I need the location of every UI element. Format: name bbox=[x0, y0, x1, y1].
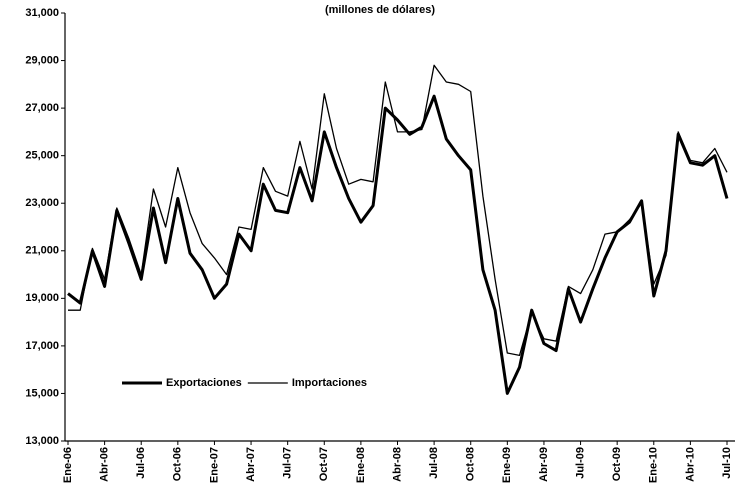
y-tick-label: 19,000 bbox=[25, 292, 59, 304]
chart-title: (millones de dólares) bbox=[325, 4, 435, 16]
x-tick-label: Oct-09 bbox=[611, 447, 623, 481]
x-tick-label: Ene-07 bbox=[208, 447, 220, 483]
x-tick-label: Jul-10 bbox=[721, 447, 733, 479]
x-tick-label: Oct-07 bbox=[318, 447, 330, 481]
x-tick-label: Abr-06 bbox=[99, 447, 111, 482]
x-tick-label: Abr-07 bbox=[245, 447, 257, 482]
y-tick-label: 29,000 bbox=[25, 54, 59, 66]
series-line bbox=[68, 64, 728, 357]
x-tick-label: Jul-09 bbox=[574, 447, 586, 479]
x-tick-label: Jul-06 bbox=[135, 447, 147, 479]
y-tick-label: 27,000 bbox=[25, 102, 59, 114]
y-tick-label: 31,000 bbox=[25, 7, 59, 19]
x-tick-label: Ene-08 bbox=[355, 447, 367, 483]
x-tick-label: Jul-08 bbox=[428, 447, 440, 479]
y-tick-label: 17,000 bbox=[25, 340, 59, 352]
y-tick-label: 23,000 bbox=[25, 197, 59, 209]
y-tick-label: 15,000 bbox=[25, 387, 59, 399]
x-tick-label: Ene-09 bbox=[501, 447, 513, 483]
series-line bbox=[67, 94, 729, 395]
x-tick-label: Jul-07 bbox=[282, 447, 294, 479]
legend-label: Importaciones bbox=[292, 377, 367, 389]
x-tick-label: Ene-06 bbox=[62, 447, 74, 483]
y-tick-label: 21,000 bbox=[25, 245, 59, 257]
x-tick-label: Oct-06 bbox=[172, 447, 184, 481]
y-tick-label: 25,000 bbox=[25, 150, 59, 162]
x-tick-label: Oct-08 bbox=[465, 447, 477, 481]
x-tick-label: Abr-10 bbox=[684, 447, 696, 482]
y-tick-label: 13,000 bbox=[25, 435, 59, 447]
x-tick-label: Abr-08 bbox=[391, 447, 403, 482]
x-tick-label: Ene-10 bbox=[648, 447, 660, 483]
legend-label: Exportaciones bbox=[166, 377, 242, 389]
x-tick-label: Abr-09 bbox=[538, 447, 550, 482]
